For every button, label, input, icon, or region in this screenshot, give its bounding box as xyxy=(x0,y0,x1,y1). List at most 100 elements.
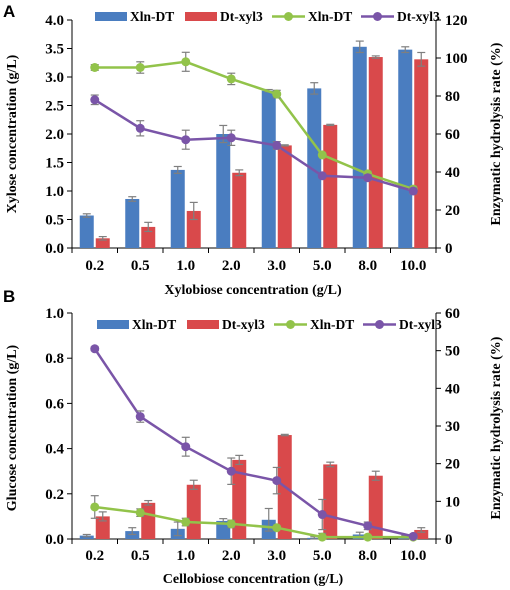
panel-b-line-xln-dt-point xyxy=(272,523,282,533)
panel-b-line-dt-xyl3 xyxy=(93,348,414,538)
panel-a-bar-dt-xyl3 xyxy=(277,145,292,248)
panel-b-line-xln-dt xyxy=(94,505,414,539)
panel-a-right-tick-label: 20 xyxy=(445,203,460,219)
panel-a-bar-dt-xyl3 xyxy=(186,210,201,248)
legend-marker-xln-dt xyxy=(286,320,295,329)
legend-label-line-xln-dt: Xln-DT xyxy=(308,9,352,24)
panel-b-legend: Xln-DT Dt-xyl3 Xln-DT Dt-xyl3 xyxy=(97,317,442,332)
panel-b-left-tick-label: 0.8 xyxy=(45,351,64,367)
panel-b-x-tick-label: 8.0 xyxy=(358,548,377,564)
panel-b-right-tick-label: 50 xyxy=(445,344,460,360)
panel-a-line-xln-dt-point xyxy=(135,63,145,72)
panel-a-right-tick-label: 80 xyxy=(445,89,460,105)
panel-a-line-xln-dt-point xyxy=(317,150,327,160)
panel-a-line-dt-xyl3-point xyxy=(181,135,191,145)
panel-a-line-dt-xyl3 xyxy=(94,98,414,193)
panel-b-line-dt-xyl3-point xyxy=(272,476,282,486)
panel-a-left-tick-label: 3.0 xyxy=(45,70,64,86)
legend-label-bar-xln-dt: Xln-DT xyxy=(132,317,176,332)
panel-a-line-dt-xyl3-point xyxy=(272,140,282,150)
panel-a-bar-dt-xyl3 xyxy=(232,172,247,248)
panel-b-bar-dt-xyl3 xyxy=(414,529,429,539)
panel-a-line-dt-xyl3-point xyxy=(90,95,100,105)
panel-b-right-tick-label: 0 xyxy=(445,532,453,548)
panel-a-left-tick-label: 0.0 xyxy=(45,241,64,257)
panel-a-bar-xln-dt xyxy=(125,198,140,248)
panel-b-line-xln-dt-point xyxy=(90,502,100,512)
panel-a-line-xln-dt-point xyxy=(181,57,191,67)
panel-a-x-tick-label: 0.2 xyxy=(85,258,104,274)
panel-b-left-tick-label: 0.2 xyxy=(45,487,64,503)
panel-a-left-tick-label: 1.0 xyxy=(45,184,64,200)
panel-a-line-dt-xyl3-point xyxy=(226,133,236,143)
panel-b-bar-dt-xyl3 xyxy=(232,459,247,539)
panel-a-legend: Xln-DT Dt-xyl3 Xln-DT Dt-xyl3 xyxy=(95,9,440,24)
panel-a-bar-xln-dt xyxy=(398,49,413,248)
panel-a-x-tick-label: 10.0 xyxy=(400,258,426,274)
panel-a-right-tick-label: 120 xyxy=(445,13,468,29)
panel-b-x-tick-label: 2.0 xyxy=(222,548,241,564)
panel-b-left-tick-label: 0.6 xyxy=(45,396,64,412)
panel-a-line-dt-xyl3-point xyxy=(317,171,327,181)
panel-b-x-tick-label: 0.2 xyxy=(85,548,104,564)
panel-b-line-dt-xyl3-point xyxy=(226,466,236,476)
panel-a-bar-xln-dt xyxy=(307,88,322,249)
panel-b-line-dt-xyl3-point xyxy=(408,531,418,541)
panel-b-line-dt-xyl3-point xyxy=(90,344,100,354)
panel-b-bar-dt-xyl3 xyxy=(95,516,110,539)
panel-a-bar-xln-dt xyxy=(352,46,367,248)
panel-a-plot: 0.0 0.5 1.0 1.5 2.0 2.5 3.0 3.5 4.0 0 20 40 60 80 100 1… xyxy=(45,13,467,274)
panel-b-x-tick-label: 1.0 xyxy=(176,548,195,564)
panel-b-bar-dt-xyl3 xyxy=(323,464,338,539)
legend-label-line-dt-xyl3: Dt-xyl3 xyxy=(397,9,440,24)
panel-a-x-axis-label: Xylobiose concentration (g/L) xyxy=(164,283,342,298)
panel-a-bar-dt-xyl3 xyxy=(368,57,383,248)
panel-a-line-dt-xyl3-point xyxy=(363,173,373,183)
panel-a-right-tick-label: 60 xyxy=(445,127,460,143)
panel-a-left-tick-label: 3.5 xyxy=(45,42,64,58)
panel-b-right-tick-label: 30 xyxy=(445,419,460,435)
panel-letter-b: B xyxy=(3,287,15,306)
panel-a-left-tick-label: 4.0 xyxy=(45,13,64,29)
legend-marker-xln-dt xyxy=(284,12,293,21)
panel-a-x-tick-label: 1.0 xyxy=(176,258,195,274)
panel-a-bar-dt-xyl3 xyxy=(414,59,429,248)
panel-a-line-xln-dt-point xyxy=(272,89,282,99)
panel-a-line-xln-dt-point xyxy=(90,63,100,72)
panel-a-left-tick-label: 0.5 xyxy=(45,213,64,229)
legend-swatch-bar-xln-dt xyxy=(95,12,127,21)
panel-b-x-tick-label: 5.0 xyxy=(313,548,332,564)
legend-marker-dt-xyl3 xyxy=(373,12,382,21)
legend-swatch-bar-dt-xyl3 xyxy=(187,320,219,329)
panel-b-bar-xln-dt xyxy=(216,520,231,539)
panel-b-x-axis-label: Cellobiose concentration (g/L) xyxy=(163,572,344,587)
panel-b-bar-dt-xyl3 xyxy=(141,502,156,539)
panel-b-right-axis-label: Enzymatic hydrolysis rate (%) xyxy=(489,336,504,519)
panel-b-left-tick-label: 1.0 xyxy=(45,306,64,322)
panel-a-left-axis-label: Xylose concentration (g/L) xyxy=(5,54,20,213)
panel-b-right-tick-label: 60 xyxy=(445,306,460,322)
panel-a-bar-xln-dt xyxy=(170,169,185,248)
panel-b-line-dt-xyl3-point xyxy=(135,412,145,422)
panel-b-line-dt-xyl3-point xyxy=(181,442,191,452)
panel-b-right-tick-label: 40 xyxy=(445,381,460,397)
panel-a-right-axis-label: Enzymatic hydrolysis rate (%) xyxy=(489,42,504,225)
panel-a-right-tick-label: 0 xyxy=(445,241,453,257)
panel-b-x-tick-label: 3.0 xyxy=(267,548,286,564)
panel-b-line-dt-xyl3-point xyxy=(317,510,327,520)
legend-label-line-dt-xyl3: Dt-xyl3 xyxy=(399,317,442,332)
panel-a-line-xln-dt xyxy=(94,60,414,191)
panel-letter-a: A xyxy=(3,2,15,21)
panel-b-x-tick-label: 0.5 xyxy=(131,548,150,564)
panel-b-line-dt-xyl3-point xyxy=(363,521,373,531)
panel-b-x-tick-label: 10.0 xyxy=(400,548,426,564)
panel-a-bar-xln-dt xyxy=(79,215,94,248)
panel-a-x-tick-label: 0.5 xyxy=(131,258,150,274)
panel-a-line-xln-dt-point xyxy=(226,74,236,84)
legend-label-bar-dt-xyl3: Dt-xyl3 xyxy=(220,9,263,24)
panel-b-left-tick-label: 0.0 xyxy=(45,532,64,548)
panel-a-right-tick-label: 40 xyxy=(445,165,460,181)
legend-swatch-bar-xln-dt xyxy=(97,320,129,329)
panel-b-right-tick-label: 10 xyxy=(445,494,460,510)
